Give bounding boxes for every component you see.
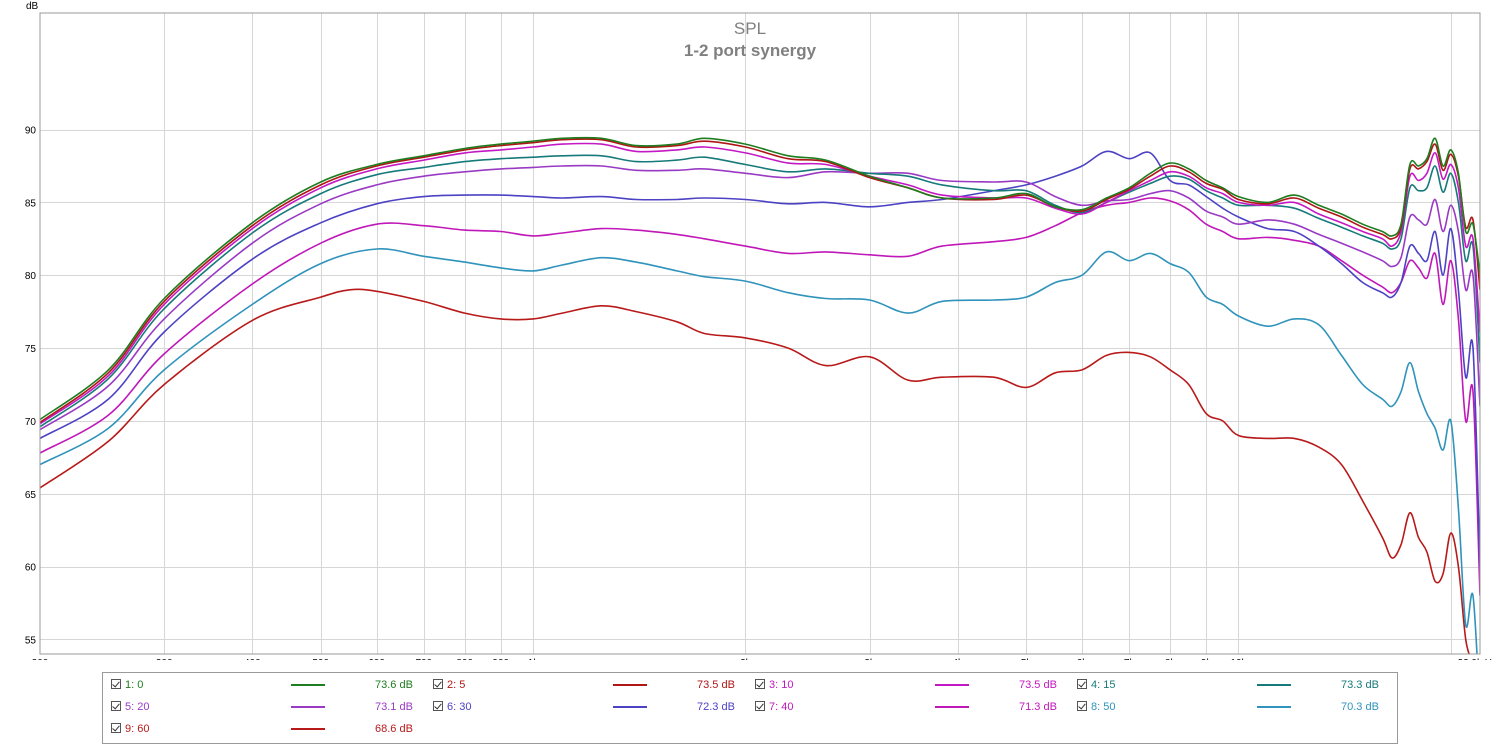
legend-average-value: 70.3 dB — [1341, 701, 1379, 713]
series-lines — [40, 136, 1480, 654]
x-tick-label: 5k — [1021, 658, 1033, 660]
series-line-5 — [40, 164, 1480, 431]
legend-item: 2: 5 73.5 dB — [433, 675, 743, 695]
legend-item: 8: 50 70.3 dB — [1077, 697, 1387, 717]
x-tick-label: 1k — [528, 658, 540, 660]
legend-line-swatch — [935, 706, 969, 708]
series-line-1 — [40, 136, 1480, 421]
y-tick-label: 60 — [25, 563, 37, 574]
series-line-6 — [40, 150, 1480, 567]
y-tick-label: 75 — [25, 344, 37, 355]
x-tick-label: 2k — [740, 658, 752, 660]
chart-subtitle: 1-2 port synergy — [684, 41, 817, 60]
legend-average-value: 73.5 dB — [697, 679, 735, 691]
legend-line-swatch — [613, 706, 647, 708]
series-line-9 — [40, 288, 1470, 654]
legend-series-name: 5: 20 — [125, 701, 150, 713]
x-tick-label: 9k — [1201, 658, 1213, 660]
series-line-4 — [40, 154, 1480, 428]
x-tick-label: 3k — [864, 658, 876, 660]
legend-series-name: 4: 15 — [1091, 679, 1116, 691]
legend-average-value: 73.1 dB — [375, 701, 413, 713]
y-tick-label: 80 — [25, 271, 37, 282]
legend-item: 1: 0 73.6 dB — [111, 675, 421, 695]
legend-series-name: 6: 30 — [447, 701, 472, 713]
legend-average-value: 73.6 dB — [375, 679, 413, 691]
y-axis-ticks: 55 60 65 70 75 80 85 90 — [25, 126, 37, 647]
legend-line-swatch — [613, 684, 647, 686]
series-visibility-checkbox[interactable] — [1077, 679, 1087, 689]
chart-title: SPL — [734, 19, 766, 38]
legend-panel: 1: 0 73.6 dB 2: 5 73.5 dB 3: 10 73.5 dB 4: 15 7… — [102, 672, 1398, 744]
x-tick-label: 7k — [1124, 658, 1136, 660]
legend-series-name: 8: 50 — [1091, 701, 1116, 713]
series-line-7 — [40, 197, 1480, 596]
x-tick-label: 300 — [156, 658, 173, 660]
series-visibility-checkbox[interactable] — [111, 723, 121, 733]
legend-series-name: 3: 10 — [769, 679, 794, 691]
spl-chart: 200 300 400 500 600 700 800 900 1k 2k 3k 4k 5k 6k 7k 8k… — [25, 1, 1497, 660]
legend-average-value: 73.3 dB — [1341, 679, 1379, 691]
legend-item: 6: 30 72.3 dB — [433, 697, 743, 717]
legend-line-swatch — [935, 684, 969, 686]
legend-item: 3: 10 73.5 dB — [755, 675, 1065, 695]
legend-item: 4: 15 73.3 dB — [1077, 675, 1387, 695]
x-axis-ticks: 200 300 400 500 600 700 800 900 1k 2k 3k 4k 5k 6k 7k 8k… — [32, 658, 1497, 660]
plot-frame — [39, 12, 1481, 655]
series-line-8 — [40, 248, 1478, 654]
legend-item: 7: 40 71.3 dB — [755, 697, 1065, 717]
legend-line-swatch — [1257, 706, 1291, 708]
grid-lines — [40, 13, 1480, 654]
legend-item: 9: 60 68.6 dB — [111, 719, 421, 739]
y-tick-label: 85 — [25, 198, 37, 209]
y-tick-label: 55 — [25, 635, 37, 646]
x-tick-label: 600 — [368, 658, 385, 660]
legend-series-name: 1: 0 — [125, 679, 144, 691]
x-tick-label: 4k — [952, 658, 964, 660]
x-tick-label: 10k — [1230, 658, 1247, 660]
x-tick-label: 700 — [415, 658, 432, 660]
x-tick-label: 500 — [312, 658, 329, 660]
series-visibility-checkbox[interactable] — [433, 701, 443, 711]
x-tick-label: 8k — [1165, 658, 1177, 660]
legend-average-value: 68.6 dB — [375, 723, 413, 735]
x-tick-label: 900 — [492, 658, 509, 660]
series-visibility-checkbox[interactable] — [433, 679, 443, 689]
legend-series-name: 2: 5 — [447, 679, 466, 691]
series-visibility-checkbox[interactable] — [111, 701, 121, 711]
legend-line-swatch — [291, 728, 325, 730]
series-line-2 — [40, 138, 1480, 424]
x-tick-label: 400 — [244, 658, 261, 660]
legend-average-value: 71.3 dB — [1019, 701, 1057, 713]
series-visibility-checkbox[interactable] — [1077, 701, 1087, 711]
x-tick-label: 22.0k Hz — [1458, 658, 1497, 660]
y-tick-label: 70 — [25, 417, 37, 428]
legend-line-swatch — [291, 684, 325, 686]
legend-average-value: 72.3 dB — [697, 701, 735, 713]
legend-series-name: 9: 60 — [125, 723, 150, 735]
x-tick-label: 200 — [32, 658, 49, 660]
y-tick-label: 65 — [25, 490, 37, 501]
legend-line-swatch — [291, 706, 325, 708]
x-tick-label: 6k — [1077, 658, 1089, 660]
series-visibility-checkbox[interactable] — [755, 701, 765, 711]
legend-series-name: 7: 40 — [769, 701, 794, 713]
series-line-3 — [40, 142, 1480, 425]
y-axis-unit: dB — [26, 1, 39, 12]
series-visibility-checkbox[interactable] — [755, 679, 765, 689]
legend-average-value: 73.5 dB — [1019, 679, 1057, 691]
x-tick-label: 800 — [456, 658, 473, 660]
y-tick-label: 90 — [25, 126, 37, 137]
legend-line-swatch — [1257, 684, 1291, 686]
legend-item: 5: 20 73.1 dB — [111, 697, 421, 717]
series-visibility-checkbox[interactable] — [111, 679, 121, 689]
